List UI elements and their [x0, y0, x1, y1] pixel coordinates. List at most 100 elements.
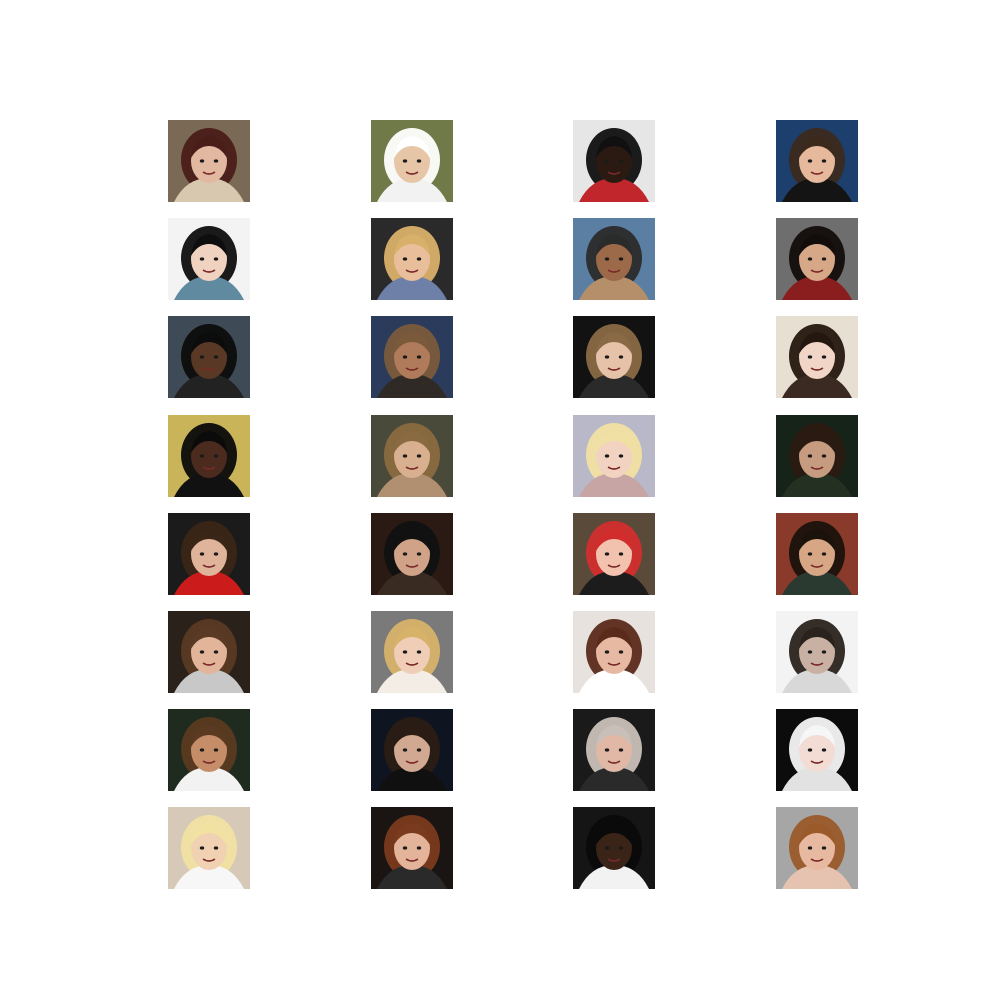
eye-left — [807, 355, 813, 359]
eye-right — [213, 552, 219, 556]
portrait-image — [776, 513, 858, 595]
eye-left — [604, 257, 610, 261]
portrait-image — [573, 120, 655, 202]
hair-top — [596, 136, 632, 158]
shoulders — [579, 374, 649, 398]
eye-right — [416, 846, 422, 850]
mouth — [405, 367, 419, 371]
shoulders — [782, 669, 852, 693]
hair-top — [394, 627, 430, 649]
portrait-image — [168, 709, 250, 791]
face — [799, 237, 835, 281]
portrait-thumbnail — [168, 807, 250, 889]
eye-left — [199, 454, 205, 458]
eye-right — [213, 454, 219, 458]
eye-right — [821, 355, 827, 359]
face — [394, 237, 430, 281]
hair-top — [191, 332, 227, 354]
eye-right — [213, 748, 219, 752]
portrait-thumbnail — [168, 709, 250, 791]
portrait-image — [573, 513, 655, 595]
eye-left — [604, 454, 610, 458]
eye-left — [402, 552, 408, 556]
portrait-thumbnail — [168, 316, 250, 398]
portrait-image — [573, 807, 655, 889]
eye-left — [807, 257, 813, 261]
hair-top — [394, 823, 430, 845]
shoulders — [579, 178, 649, 202]
shoulders — [174, 669, 244, 693]
portrait-thumbnail — [371, 415, 453, 497]
shoulders — [377, 374, 447, 398]
eye-left — [604, 355, 610, 359]
hair-top — [394, 332, 430, 354]
face — [596, 728, 632, 772]
shoulders — [377, 473, 447, 497]
mouth — [810, 466, 824, 470]
hair-top — [596, 234, 632, 256]
face — [799, 728, 835, 772]
face — [799, 139, 835, 183]
portrait-image — [776, 709, 858, 791]
eye-right — [213, 257, 219, 261]
portrait-thumbnail — [168, 513, 250, 595]
shoulders — [782, 178, 852, 202]
mouth — [810, 367, 824, 371]
mouth — [607, 662, 621, 666]
eye-right — [213, 355, 219, 359]
portrait-image — [168, 807, 250, 889]
portrait-thumbnail — [776, 120, 858, 202]
eye-left — [199, 748, 205, 752]
eye-right — [821, 159, 827, 163]
portrait-thumbnail — [168, 415, 250, 497]
face — [191, 630, 227, 674]
portrait-thumbnail — [776, 611, 858, 693]
face — [799, 630, 835, 674]
shoulders — [377, 178, 447, 202]
hair-top — [799, 136, 835, 158]
hair-top — [191, 136, 227, 158]
shoulders — [782, 276, 852, 300]
shoulders — [782, 865, 852, 889]
hair-top — [799, 431, 835, 453]
face — [191, 139, 227, 183]
portrait-thumbnail — [371, 513, 453, 595]
portrait-image — [776, 218, 858, 300]
face — [799, 532, 835, 576]
portrait-image — [776, 415, 858, 497]
shoulders — [174, 571, 244, 595]
mouth — [202, 564, 216, 568]
face — [394, 728, 430, 772]
eye-left — [807, 159, 813, 163]
mouth — [607, 367, 621, 371]
shoulders — [377, 276, 447, 300]
shoulders — [782, 374, 852, 398]
portrait-thumbnail — [776, 513, 858, 595]
eye-right — [416, 454, 422, 458]
portrait-thumbnail — [371, 218, 453, 300]
eye-left — [402, 355, 408, 359]
portrait-image — [371, 807, 453, 889]
eye-left — [807, 650, 813, 654]
face — [394, 532, 430, 576]
eye-left — [807, 454, 813, 458]
face — [394, 826, 430, 870]
portrait-image — [168, 218, 250, 300]
shoulders — [174, 178, 244, 202]
hair-top — [191, 431, 227, 453]
shoulders — [579, 571, 649, 595]
mouth — [810, 269, 824, 273]
portrait-thumbnail — [371, 120, 453, 202]
hair-top — [394, 725, 430, 747]
hair-top — [191, 823, 227, 845]
shoulders — [377, 571, 447, 595]
portrait-thumbnail — [573, 218, 655, 300]
shoulders — [579, 669, 649, 693]
mouth — [202, 858, 216, 862]
hair-top — [191, 627, 227, 649]
eye-right — [618, 454, 624, 458]
mouth — [202, 367, 216, 371]
eye-left — [402, 454, 408, 458]
portrait-thumbnail — [776, 807, 858, 889]
